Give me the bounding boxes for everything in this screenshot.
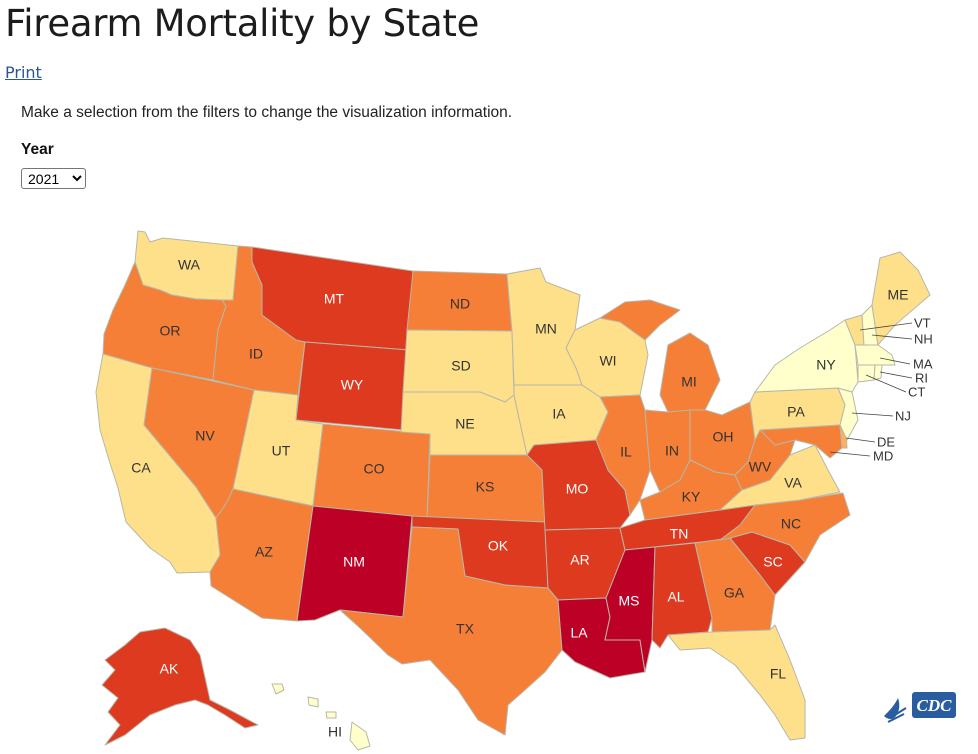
state-label-nj: NJ — [895, 408, 911, 423]
state-label-il: IL — [620, 444, 632, 460]
state-hi[interactable] — [271, 683, 371, 751]
state-label-nc: NC — [781, 516, 801, 532]
state-label-mt: MT — [324, 291, 345, 307]
state-label-mo: MO — [566, 481, 589, 497]
state-nc[interactable] — [719, 492, 851, 563]
state-label-mn: MN — [535, 321, 557, 337]
print-link[interactable]: Print — [5, 63, 42, 82]
state-label-tn: TN — [670, 526, 689, 542]
state-label-nh: NH — [914, 331, 933, 346]
state-label-sd: SD — [451, 358, 470, 374]
state-label-ks: KS — [476, 479, 495, 495]
year-filter-label: Year — [21, 141, 54, 158]
cdc-logo: CDC — [884, 692, 956, 723]
state-label-wy: WY — [341, 377, 364, 393]
state-label-ar: AR — [570, 552, 589, 568]
state-label-fl: FL — [770, 666, 787, 682]
state-label-in: IN — [665, 443, 679, 459]
state-label-co: CO — [364, 461, 385, 477]
state-label-mi: MI — [681, 374, 697, 390]
state-label-az: AZ — [255, 544, 273, 560]
state-ms[interactable] — [604, 546, 656, 673]
state-label-ga: GA — [724, 585, 745, 601]
filter-instructions: Make a selection from the filters to cha… — [21, 104, 513, 121]
state-label-wa: WA — [178, 257, 201, 273]
state-label-vt: VT — [914, 315, 931, 330]
state-label-md: MD — [873, 448, 893, 463]
state-label-ca: CA — [131, 460, 151, 476]
state-label-nd: ND — [450, 296, 470, 312]
state-label-ia: IA — [552, 406, 566, 422]
state-ri[interactable] — [873, 364, 883, 381]
state-label-ma: MA — [913, 356, 933, 371]
state-label-wv: WV — [749, 459, 772, 475]
cdc-logo-text: CDC — [917, 696, 953, 715]
state-label-ak: AK — [160, 661, 179, 677]
state-label-ut: UT — [272, 443, 291, 459]
state-fl[interactable] — [667, 624, 806, 741]
state-label-la: LA — [570, 625, 588, 641]
state-il[interactable] — [595, 394, 651, 516]
state-ak[interactable] — [101, 627, 259, 746]
state-label-nv: NV — [195, 428, 215, 444]
year-select[interactable]: 2021 — [21, 168, 86, 189]
state-label-sc: SC — [763, 554, 782, 570]
state-tx[interactable] — [339, 526, 563, 736]
state-label-al: AL — [667, 589, 684, 605]
state-label-me: ME — [888, 287, 909, 303]
page-title: Firearm Mortality by State — [5, 2, 480, 45]
state-label-hi: HI — [328, 724, 342, 740]
state-ma[interactable] — [854, 344, 896, 366]
hhs-eagle-icon — [884, 698, 907, 723]
state-label-ms: MS — [619, 593, 640, 609]
state-label-ri: RI — [915, 370, 928, 385]
state-label-id: ID — [249, 346, 263, 362]
state-label-tx: TX — [456, 621, 475, 637]
state-ct[interactable] — [857, 364, 876, 383]
state-label-ok: OK — [488, 538, 509, 554]
state-label-ky: KY — [682, 489, 701, 505]
state-label-oh: OH — [713, 429, 734, 445]
state-label-wi: WI — [599, 353, 616, 369]
state-ny[interactable] — [754, 319, 859, 393]
state-label-ny: NY — [816, 357, 836, 373]
state-label-va: VA — [784, 475, 802, 491]
state-label-ne: NE — [455, 416, 474, 432]
state-wi[interactable] — [565, 317, 649, 398]
state-label-nm: NM — [343, 554, 365, 570]
state-me[interactable] — [871, 251, 931, 346]
state-label-or: OR — [160, 323, 181, 339]
state-label-pa: PA — [787, 404, 805, 420]
state-label-de: DE — [877, 434, 895, 449]
state-label-ct: CT — [908, 384, 925, 399]
